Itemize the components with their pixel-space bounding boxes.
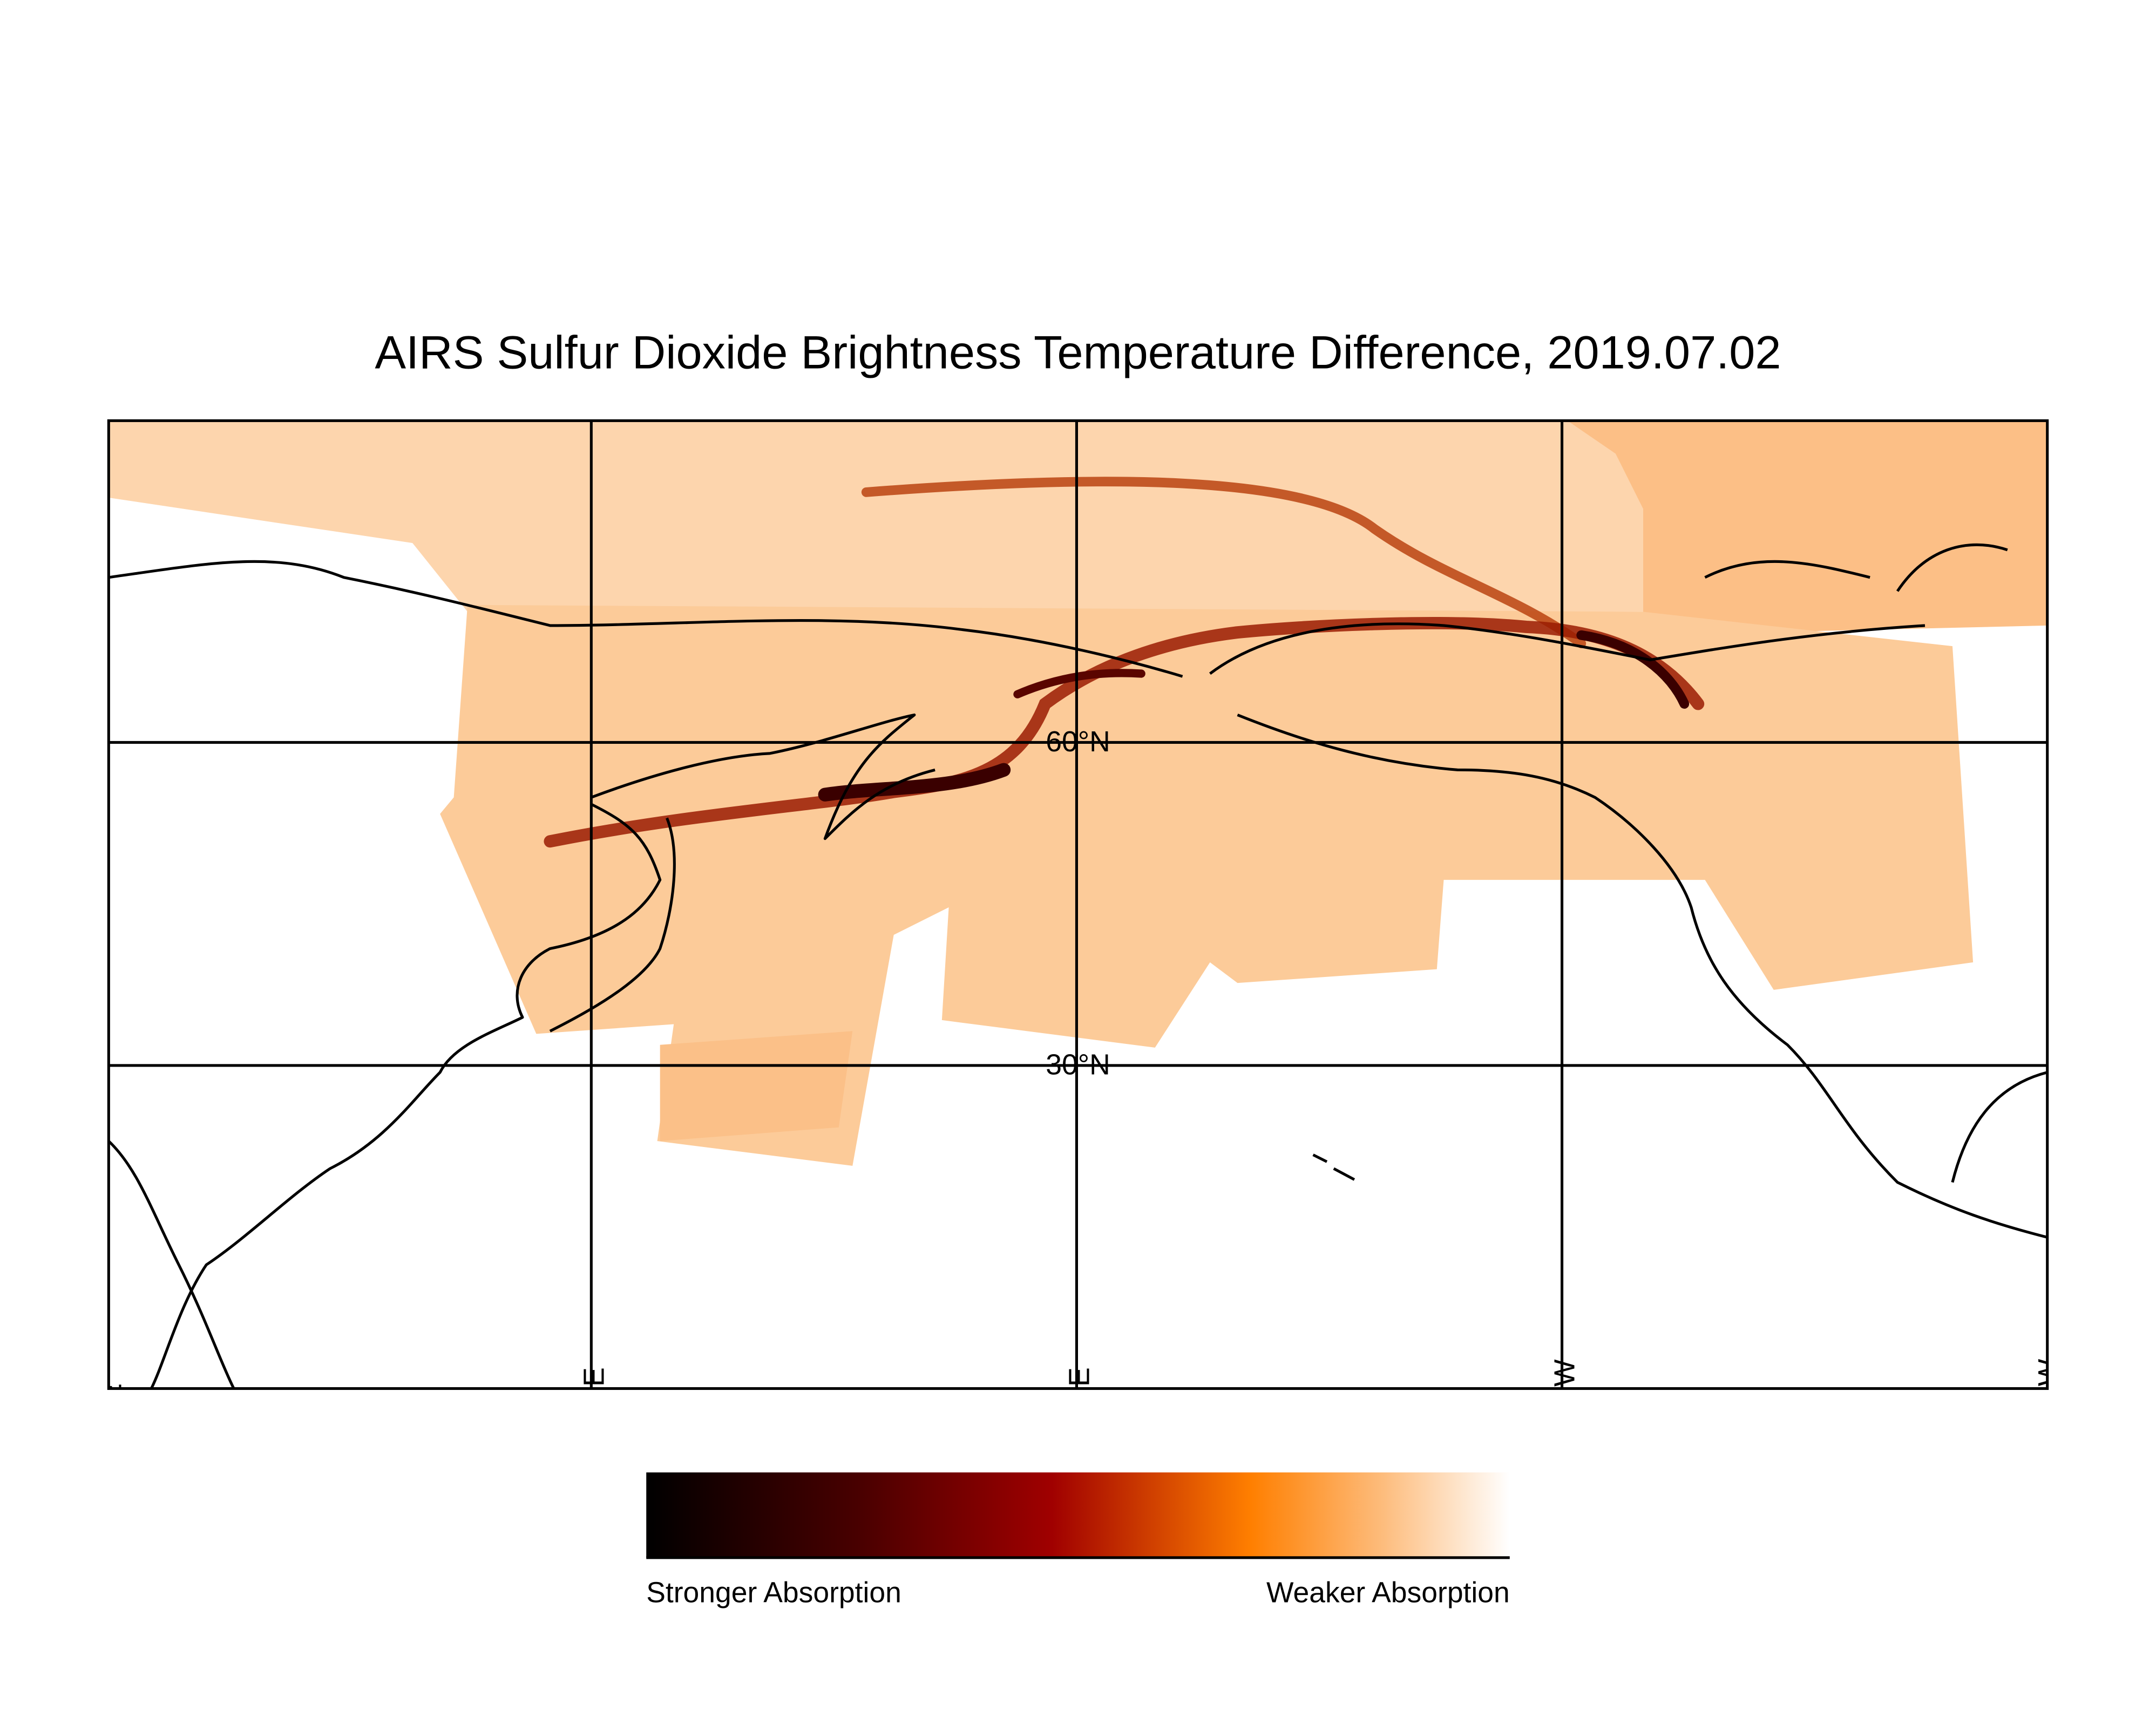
map: 60°N 30°N 90°E 135°E 180°E 135°W 90°W (96, 420, 2065, 1447)
swath (660, 1031, 853, 1142)
colorbar-label: Weaker Absorption (1266, 1577, 1510, 1609)
swath (1567, 420, 2047, 635)
latitude-label: 60°N (1046, 726, 1110, 758)
title: AIRS Sulfur Dioxide Brightness Temperatu… (375, 327, 1781, 379)
swath (440, 605, 1974, 1166)
graticule (109, 420, 2047, 1389)
longitude-label: 180°E (1063, 1367, 1095, 1446)
coastlines (109, 543, 2047, 1389)
latitude-label: 30°N (1046, 1049, 1110, 1081)
longitude-label: 135°E (578, 1367, 610, 1446)
longitude-label: 90°E (96, 1383, 127, 1447)
swath (109, 420, 1643, 612)
colorbar (646, 1472, 1510, 1558)
map-frame (107, 419, 2049, 1390)
longitude-label: 90°W (2033, 1359, 2065, 1430)
colorbar-label: Stronger Absorption (646, 1577, 901, 1609)
plume (544, 477, 1705, 848)
longitude-label: 135°W (1549, 1359, 1581, 1447)
